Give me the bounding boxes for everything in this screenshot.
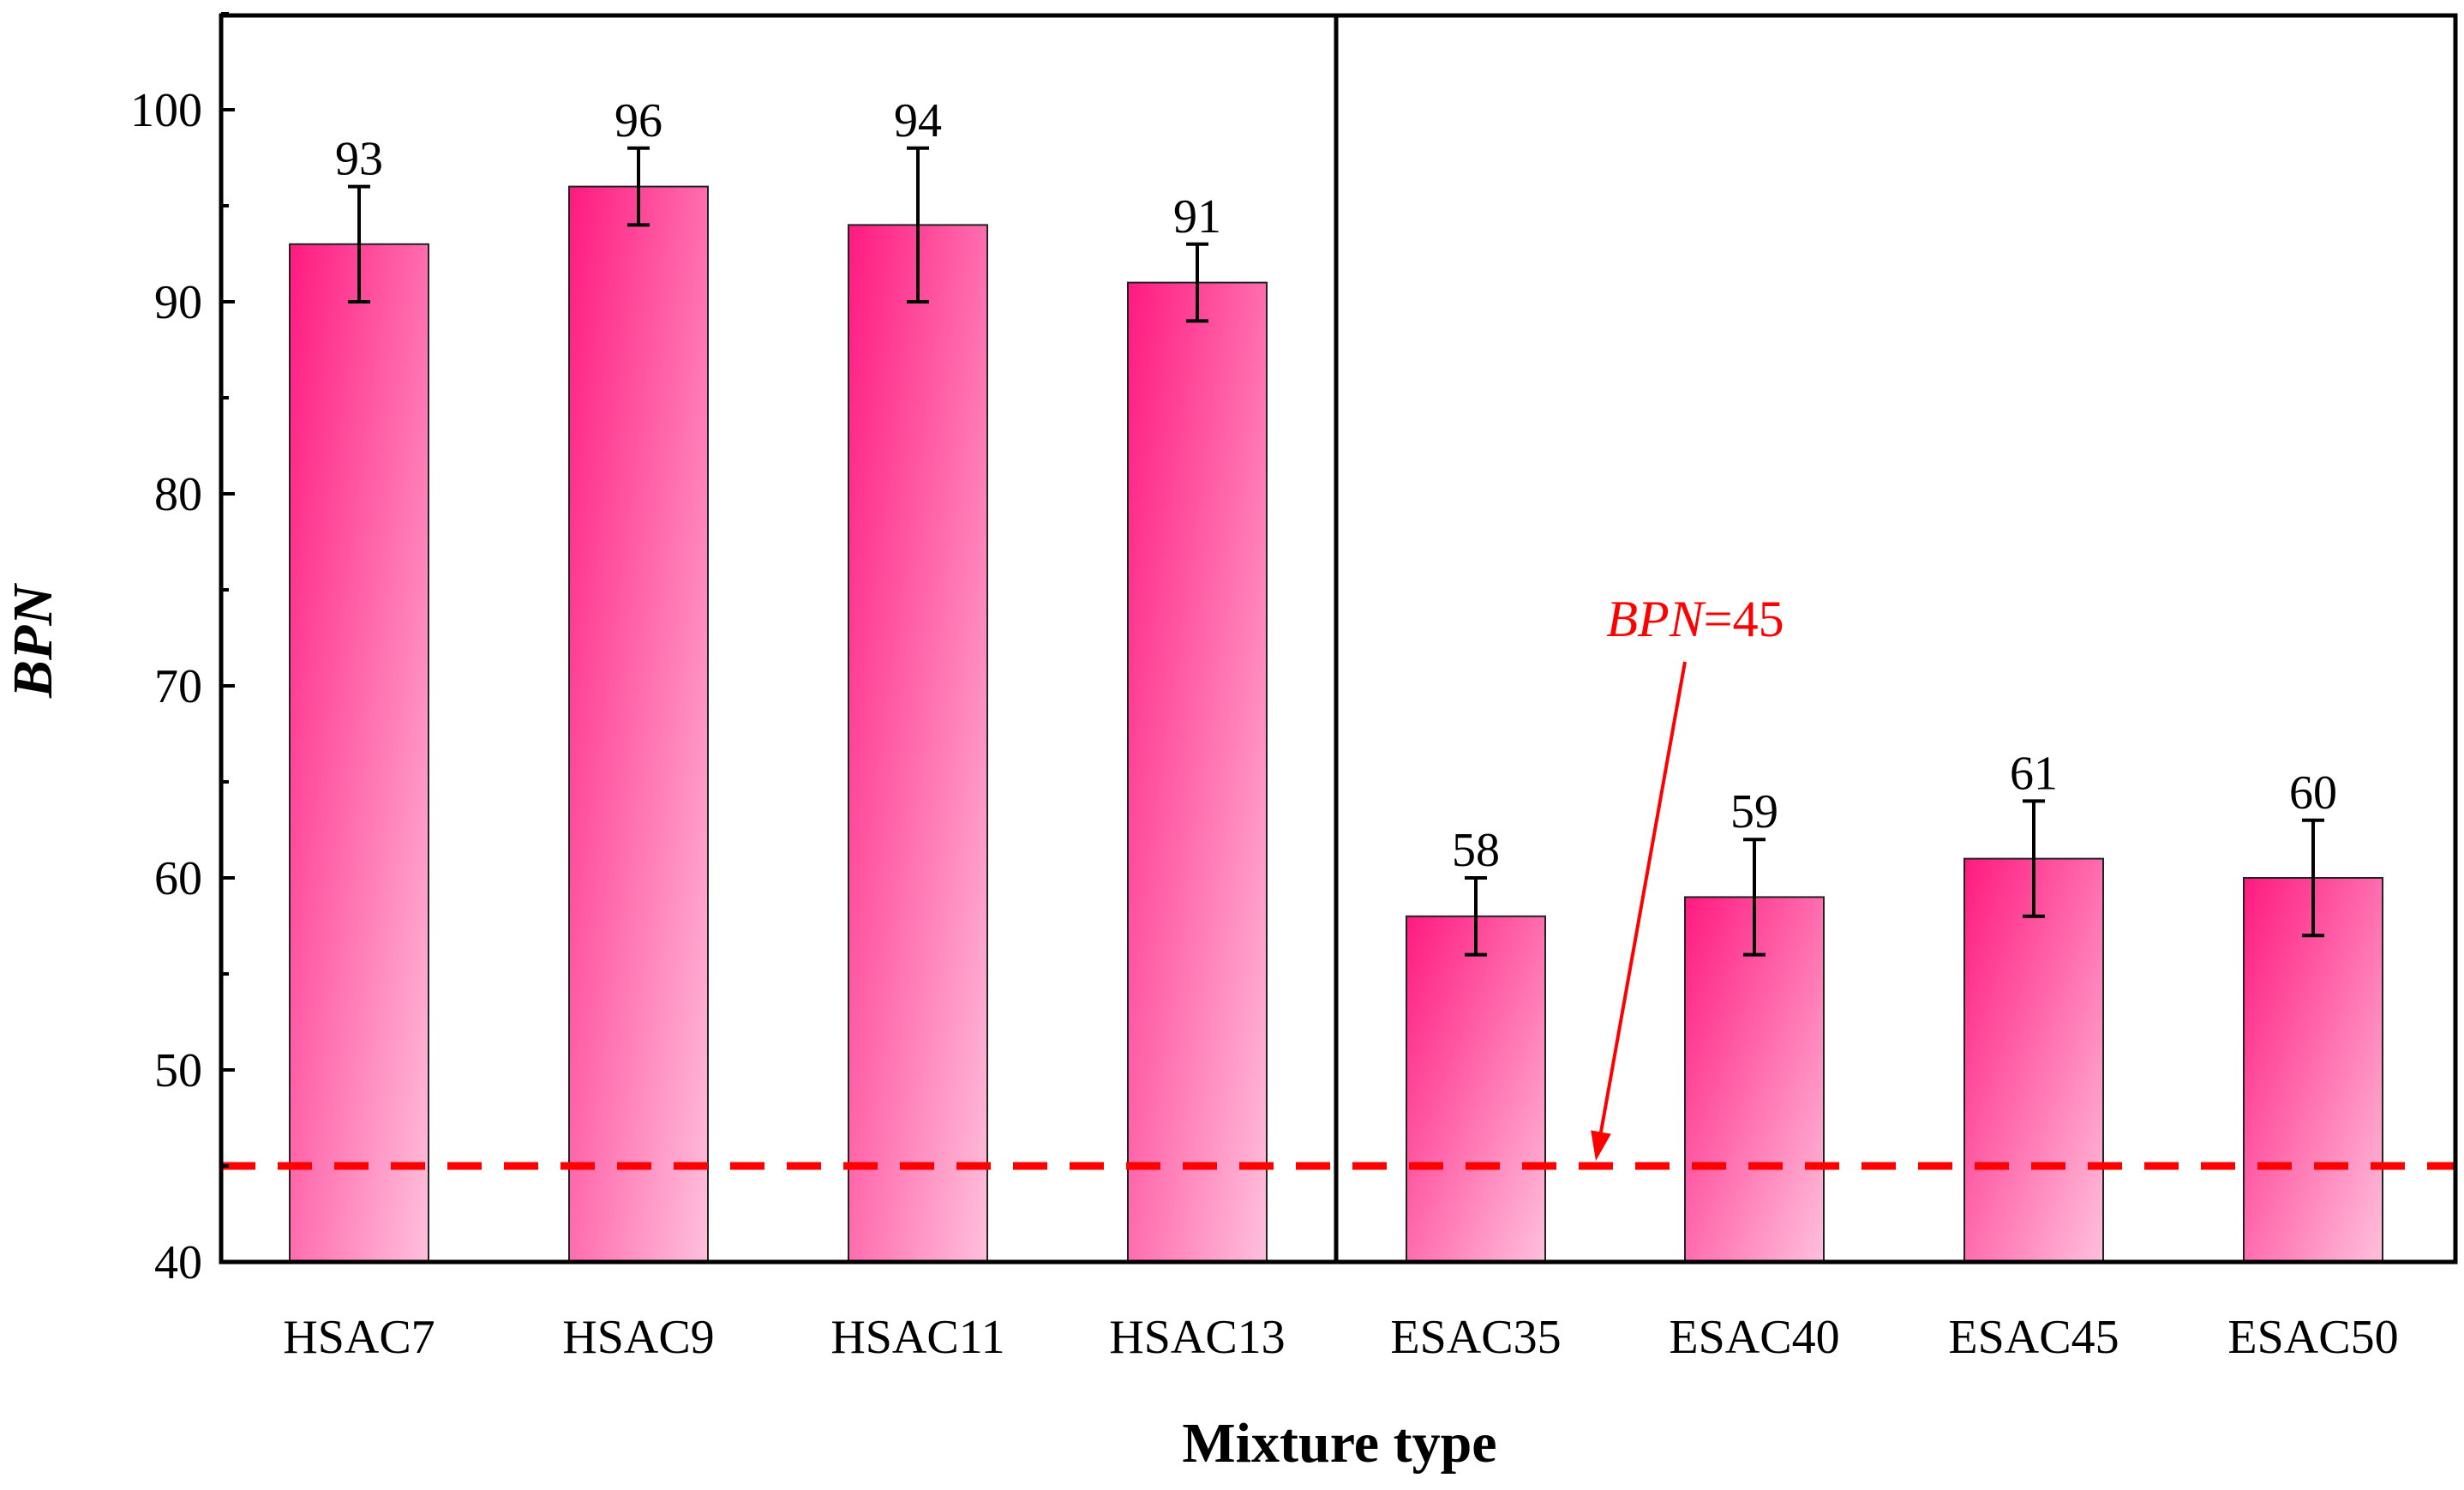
error-bars-layer — [348, 146, 2324, 957]
value-label-hsac11: 94 — [894, 94, 942, 147]
x-tick-label-hsac7: HSAC7 — [283, 1311, 435, 1364]
bar-hsac11 — [848, 224, 988, 1263]
reference-line-label: BPN=45 — [1606, 591, 1784, 647]
bar-esac40 — [1684, 896, 1825, 1264]
x-tick-label-esac45: ESAC45 — [1948, 1311, 2119, 1364]
value-label-esac35: 58 — [1452, 824, 1500, 877]
error-bar-esac45 — [2023, 799, 2045, 918]
x-axis-title: Mixture type — [1182, 1412, 1496, 1475]
error-bar-hsac7 — [348, 184, 370, 303]
value-label-esac45: 61 — [2010, 747, 2058, 800]
error-bar-hsac11 — [907, 146, 929, 303]
y-tick-label-70: 70 — [154, 660, 202, 713]
error-bar-hsac9 — [627, 146, 650, 227]
error-bar-esac40 — [1743, 838, 1766, 957]
bars-layer — [289, 185, 2383, 1264]
y-tick-label-100: 100 — [130, 84, 202, 137]
error-bar-esac35 — [1465, 876, 1487, 957]
x-tick-label-hsac11: HSAC11 — [830, 1311, 1004, 1364]
plot-frame — [219, 13, 2458, 1265]
bar-esac50 — [2243, 877, 2383, 1263]
bar-esac45 — [1963, 857, 2104, 1263]
error-bar-hsac13 — [1186, 242, 1208, 323]
x-axis-ticks: HSAC7 HSAC9 HSAC11 HSAC13 ESAC35 ESAC40 ESAC45… — [283, 1311, 2398, 1364]
reference-arrow-head — [1591, 1130, 1611, 1161]
value-label-hsac13: 91 — [1173, 190, 1221, 243]
reference-line-layer — [221, 661, 2455, 1170]
value-label-hsac9: 96 — [615, 94, 662, 147]
x-tick-label-esac50: ESAC50 — [2227, 1311, 2398, 1364]
bar-esac35 — [1406, 915, 1546, 1264]
value-label-esac40: 59 — [1730, 785, 1778, 838]
bar-hsac9 — [568, 185, 709, 1264]
y-tick-label-50: 50 — [154, 1044, 202, 1097]
bar-hsac7 — [289, 243, 429, 1263]
error-bar-esac50 — [2302, 818, 2324, 938]
reference-arrow-shaft — [1599, 661, 1687, 1133]
reference-label-variable: BPN — [1606, 591, 1706, 647]
value-label-hsac7: 93 — [335, 133, 383, 186]
y-tick-label-80: 80 — [154, 468, 202, 521]
x-tick-label-hsac9: HSAC9 — [562, 1311, 714, 1364]
y-axis-ticks: 40 50 60 70 80 90 100 — [130, 12, 235, 1289]
value-labels-layer: 93 96 94 91 58 59 61 60 — [335, 94, 2337, 877]
x-tick-label-hsac13: HSAC13 — [1109, 1311, 1285, 1364]
x-tick-label-esac40: ESAC40 — [1669, 1311, 1839, 1364]
reference-label-value: =45 — [1704, 591, 1784, 647]
value-label-esac50: 60 — [2289, 766, 2337, 820]
bar-hsac13 — [1127, 281, 1268, 1264]
y-tick-label-60: 60 — [154, 852, 202, 905]
y-tick-label-90: 90 — [154, 276, 202, 329]
y-tick-label-40: 40 — [154, 1236, 202, 1289]
x-tick-label-esac35: ESAC35 — [1390, 1311, 1561, 1364]
y-axis-title: BPN — [2, 583, 64, 699]
